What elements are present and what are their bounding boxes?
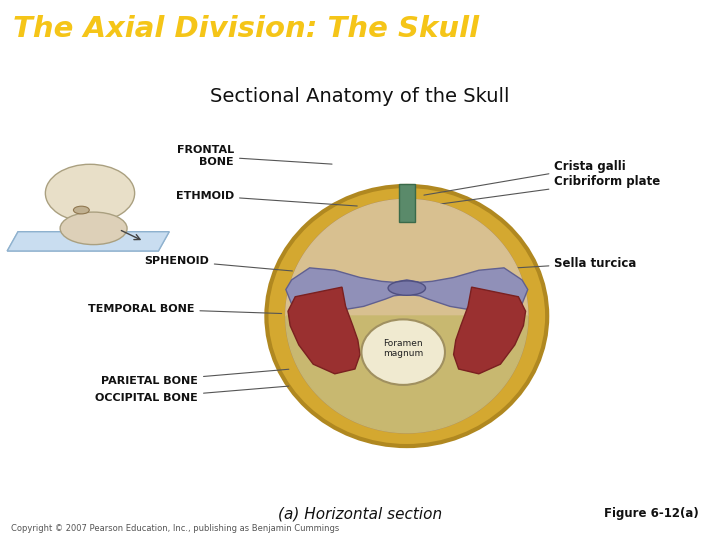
Polygon shape — [286, 199, 528, 316]
Ellipse shape — [388, 281, 426, 295]
Text: TEMPORAL BONE: TEMPORAL BONE — [88, 304, 282, 314]
Polygon shape — [286, 268, 528, 311]
Text: Foramen
magnum: Foramen magnum — [383, 339, 423, 358]
Text: ETHMOID: ETHMOID — [176, 191, 357, 206]
Text: FRONTAL
BONE: FRONTAL BONE — [177, 145, 332, 167]
Ellipse shape — [361, 319, 445, 385]
Polygon shape — [454, 287, 526, 374]
Ellipse shape — [45, 164, 135, 222]
Text: Sella turcica: Sella turcica — [464, 256, 636, 271]
Text: Cribriform plate: Cribriform plate — [417, 174, 661, 207]
Text: Figure 6-12(a): Figure 6-12(a) — [603, 507, 698, 520]
Ellipse shape — [266, 186, 547, 446]
Polygon shape — [286, 316, 528, 433]
Text: Sectional Anatomy of the Skull: Sectional Anatomy of the Skull — [210, 87, 510, 106]
Text: SPHENOID: SPHENOID — [144, 255, 292, 271]
Text: The Axial Division: The Skull: The Axial Division: The Skull — [13, 15, 479, 43]
Polygon shape — [288, 287, 360, 374]
Bar — [399, 184, 415, 222]
Text: Copyright © 2007 Pearson Education, Inc., publishing as Benjamin Cummings: Copyright © 2007 Pearson Education, Inc.… — [11, 524, 339, 533]
Text: PARIETAL BONE: PARIETAL BONE — [101, 369, 289, 386]
Text: (a) Horizontal section: (a) Horizontal section — [278, 506, 442, 521]
Text: Crista galli: Crista galli — [424, 160, 626, 195]
Text: OCCIPITAL BONE: OCCIPITAL BONE — [95, 386, 289, 403]
Polygon shape — [7, 232, 169, 251]
Ellipse shape — [73, 206, 89, 214]
Ellipse shape — [286, 199, 528, 433]
Ellipse shape — [60, 212, 127, 245]
